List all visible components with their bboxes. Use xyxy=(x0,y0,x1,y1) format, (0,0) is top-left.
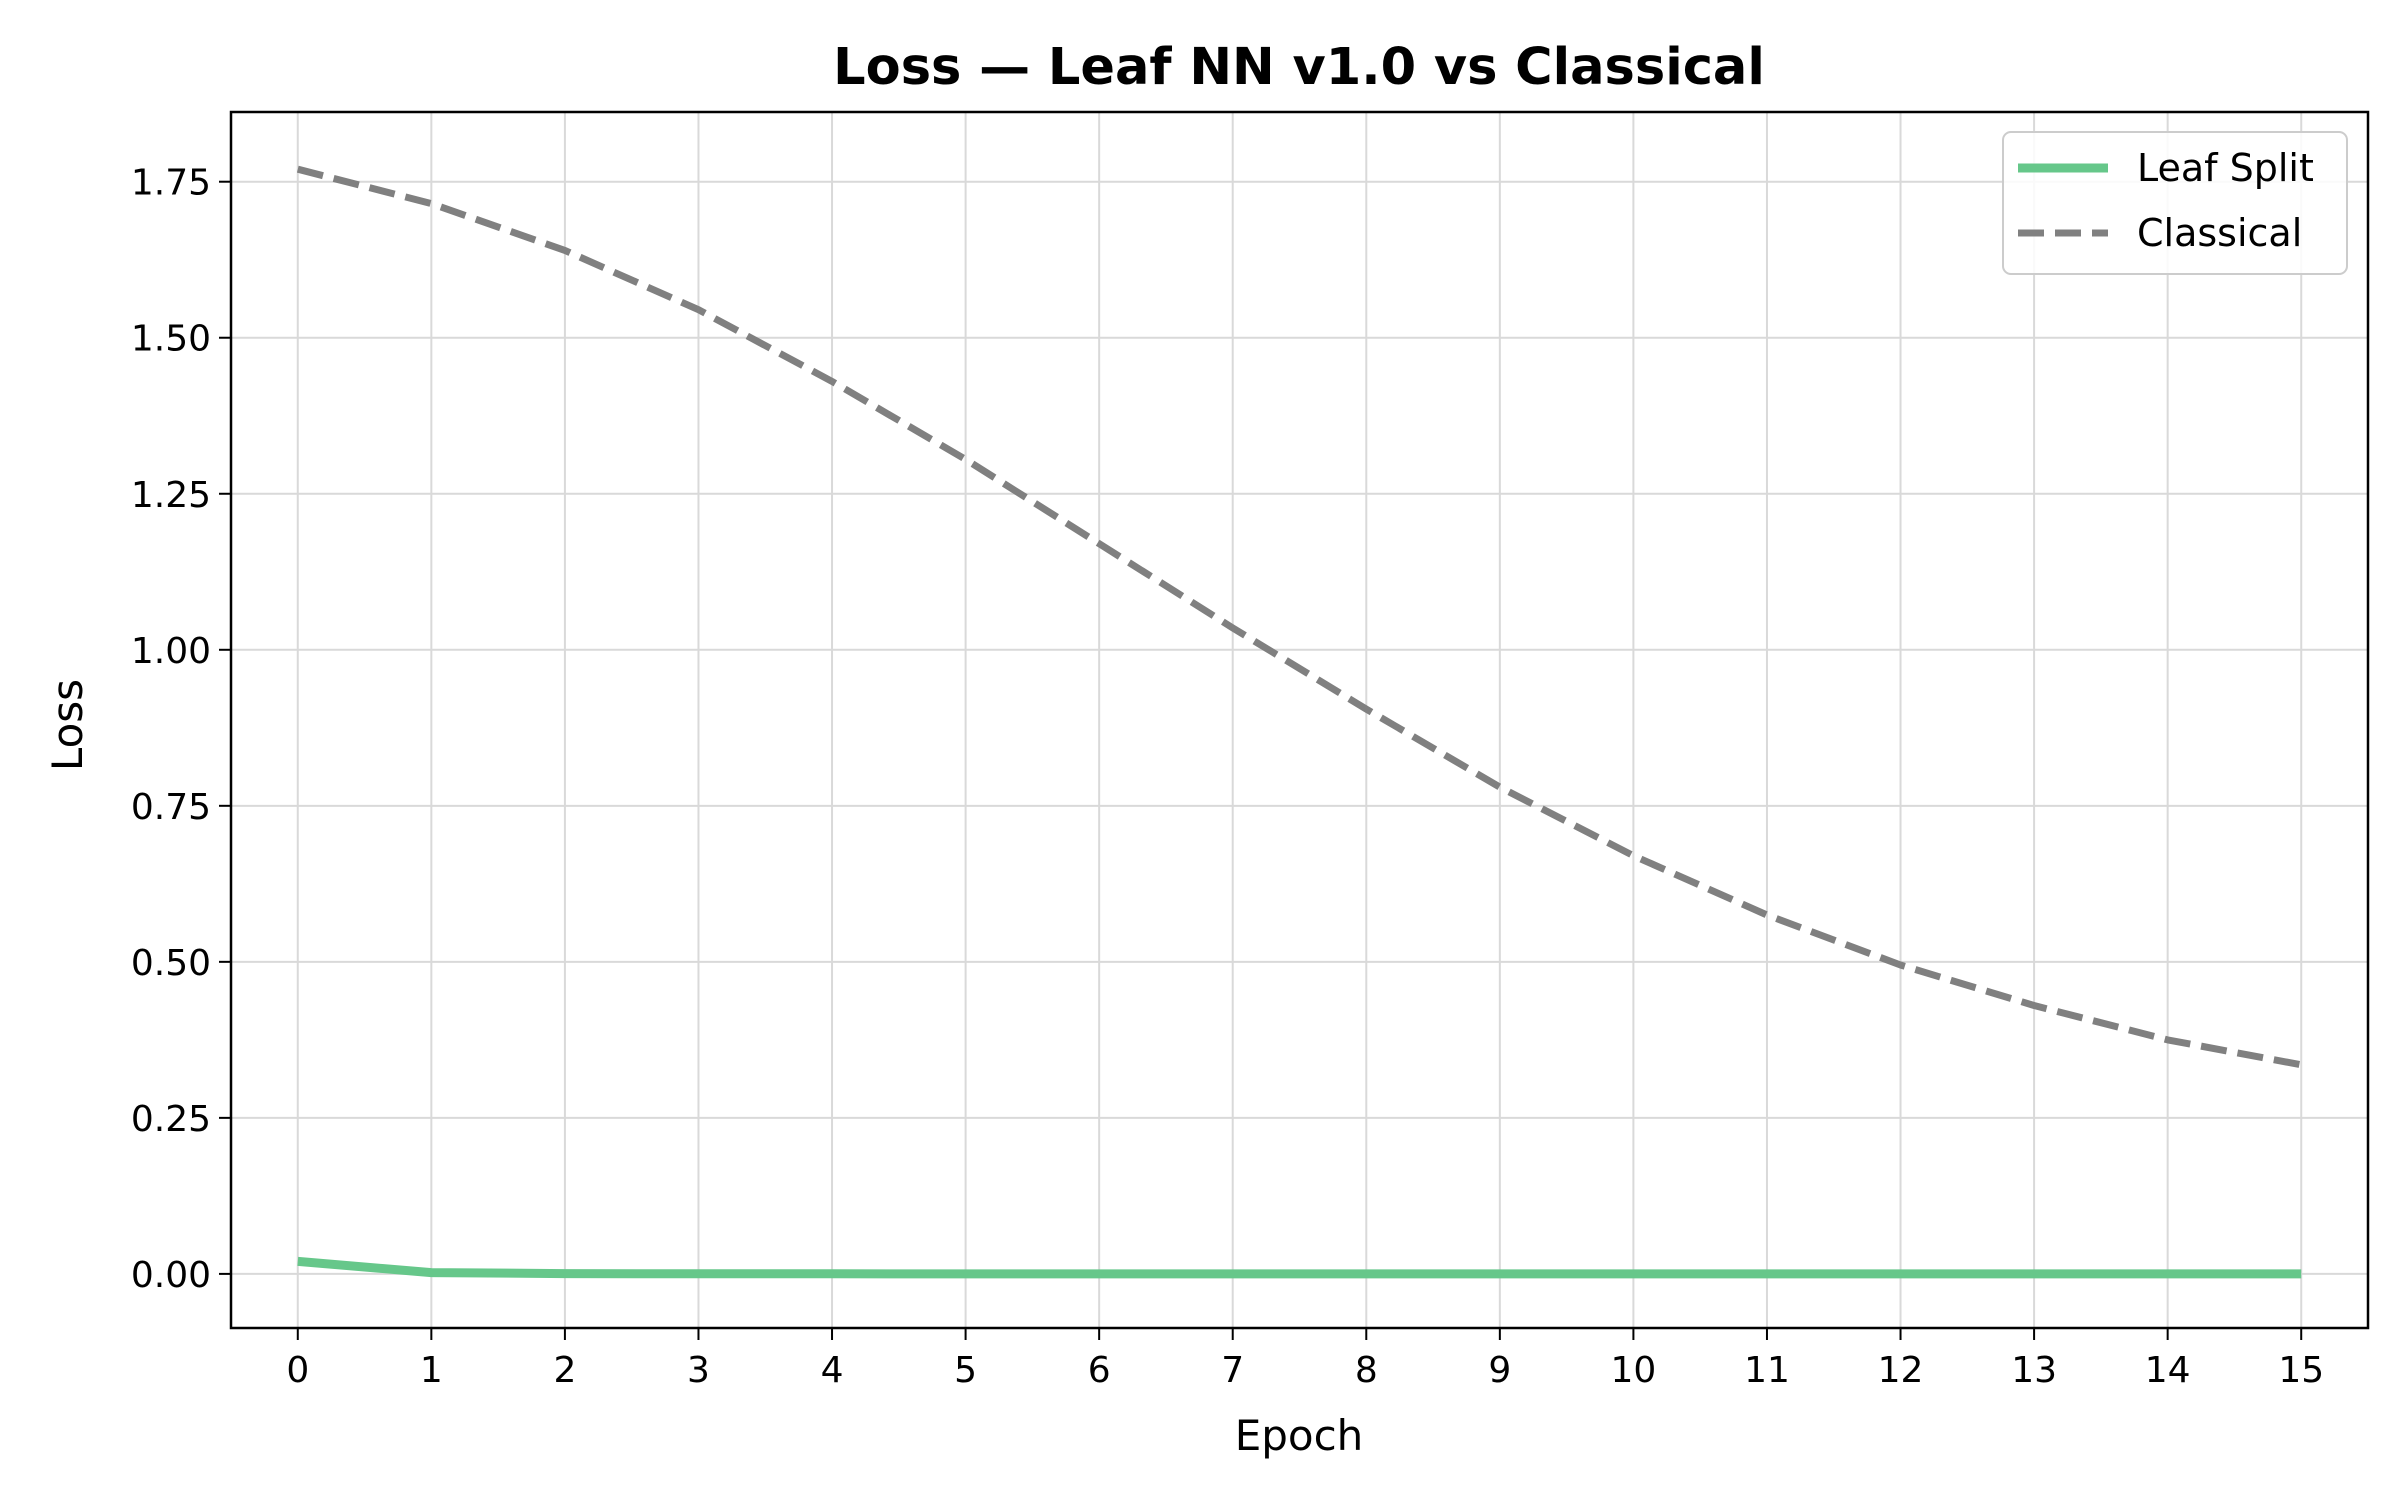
y-axis-ticks: 0.00 0.25 0.50 0.75 1.00 1.25 1.50 1.75 xyxy=(131,163,231,1296)
x-tick-label: 14 xyxy=(2145,1350,2191,1391)
y-tick-label: 1.25 xyxy=(131,475,211,516)
x-tick-label: 0 xyxy=(286,1350,309,1391)
y-tick-label: 0.50 xyxy=(131,943,211,984)
y-tick-label: 0.00 xyxy=(131,1255,211,1296)
grid xyxy=(231,112,2368,1328)
x-tick-label: 11 xyxy=(1744,1350,1790,1391)
series-line-leaf-split xyxy=(297,1256,2302,1279)
series-line-classical xyxy=(296,165,2302,1069)
x-tick-label: 7 xyxy=(1221,1350,1244,1391)
y-tick-label: 0.25 xyxy=(131,1099,211,1140)
x-tick-label: 2 xyxy=(553,1350,576,1391)
y-tick-label: 1.00 xyxy=(131,631,211,672)
y-tick-label: 0.75 xyxy=(131,787,211,828)
plot-frame xyxy=(229,110,2370,1330)
y-tick-label: 1.50 xyxy=(131,319,211,360)
y-axis-label: Loss xyxy=(43,679,92,771)
legend-label: Leaf Split xyxy=(2137,146,2314,190)
x-tick-label: 1 xyxy=(420,1350,443,1391)
x-tick-label: 3 xyxy=(687,1350,710,1391)
x-tick-label: 4 xyxy=(821,1350,844,1391)
chart-title: Loss — Leaf NN v1.0 vs Classical xyxy=(833,38,1765,97)
x-axis-label: Epoch xyxy=(1235,1411,1364,1460)
y-tick-label: 1.75 xyxy=(131,163,211,204)
legend: Leaf Split Classical xyxy=(2002,131,2348,275)
x-tick-label: 13 xyxy=(2011,1350,2057,1391)
series-lines xyxy=(296,165,2302,1279)
x-tick-label: 5 xyxy=(954,1350,977,1391)
x-tick-label: 10 xyxy=(1611,1350,1657,1391)
x-tick-label: 12 xyxy=(1878,1350,1924,1391)
x-tick-label: 15 xyxy=(2278,1350,2324,1391)
x-tick-label: 6 xyxy=(1088,1350,1111,1391)
x-tick-label: 9 xyxy=(1488,1350,1511,1391)
x-axis-ticks: 0 1 2 3 4 5 6 7 8 9 10 11 12 13 14 15 xyxy=(286,1328,2324,1391)
legend-label: Classical xyxy=(2137,211,2302,255)
x-tick-label: 8 xyxy=(1355,1350,1378,1391)
